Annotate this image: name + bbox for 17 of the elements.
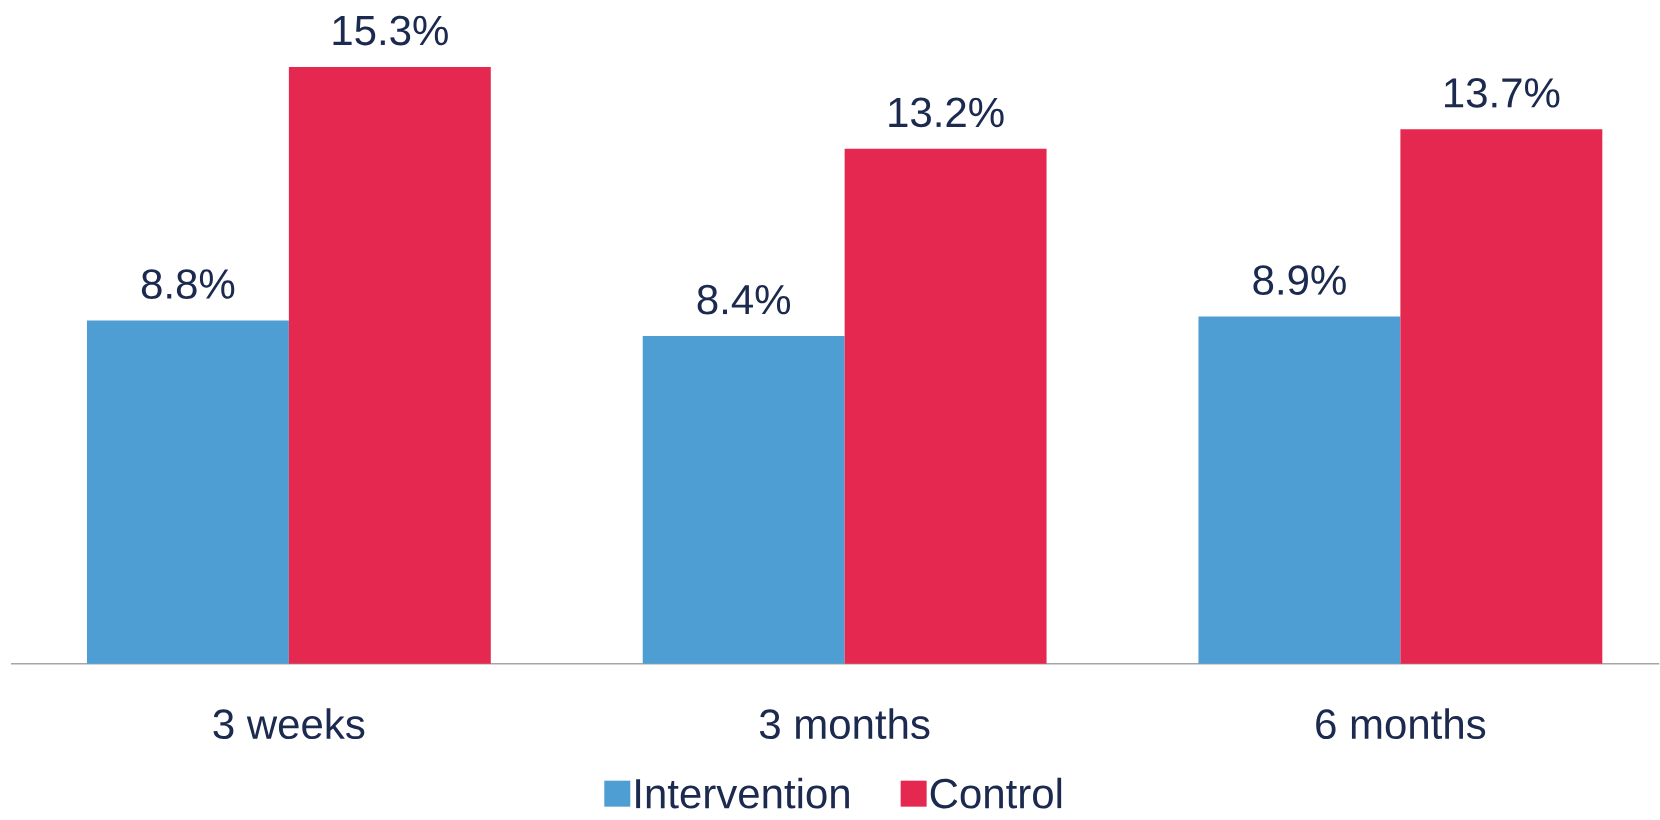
bar xyxy=(1198,316,1401,664)
data-label: 8.8% xyxy=(141,269,235,300)
legend-label: Intervention xyxy=(636,777,849,809)
data-label: 13.2% xyxy=(889,97,1004,128)
x-tick-label: 6 months xyxy=(1316,708,1486,740)
data-label: 13.7% xyxy=(1445,78,1560,108)
bar xyxy=(1400,129,1603,664)
data-label: 15.3% xyxy=(333,15,448,46)
data-label: 8.4% xyxy=(697,284,791,315)
bar xyxy=(288,67,491,664)
bar xyxy=(844,149,1047,664)
legend-label: Control xyxy=(930,777,1062,809)
bar xyxy=(642,336,845,664)
x-tick-label: 3 months xyxy=(759,708,930,740)
x-tick-label: 3 weeks xyxy=(213,708,365,740)
data-label: 8.9% xyxy=(1253,265,1346,296)
bar xyxy=(86,320,289,664)
